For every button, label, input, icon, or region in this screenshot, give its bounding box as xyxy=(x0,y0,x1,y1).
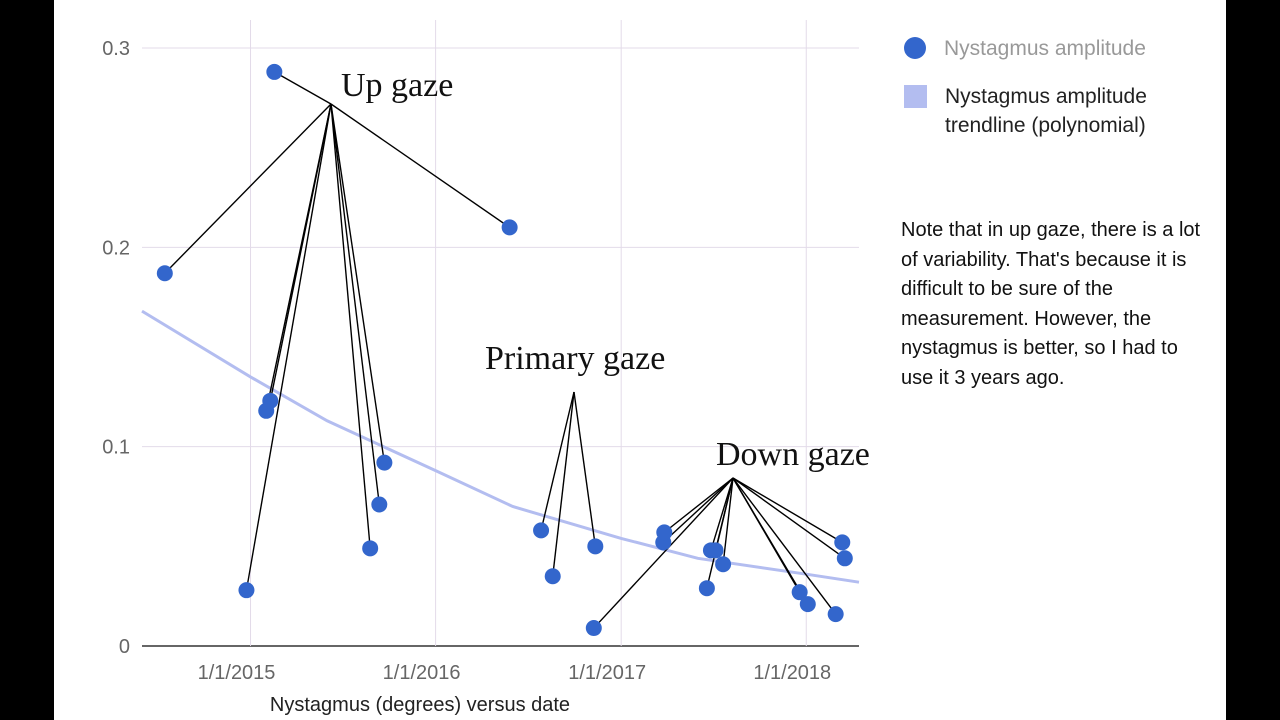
data-point xyxy=(501,219,518,236)
legend-marker-points xyxy=(904,37,926,59)
annotation-leader-line xyxy=(710,477,734,551)
annotation-leader-line xyxy=(662,477,734,543)
legend: Nystagmus amplitude Nystagmus amplitude t… xyxy=(904,37,1147,137)
gridlines xyxy=(142,20,859,647)
annotation-leader-line xyxy=(269,103,332,401)
data-point xyxy=(836,550,853,567)
legend-label-trendline: Nystagmus amplitude trendline (polynomial… xyxy=(945,85,1147,137)
note-text: Note that in up gaze, there is a lot of … xyxy=(901,219,1201,389)
annotation-leader-line xyxy=(330,103,386,463)
data-point xyxy=(698,580,715,597)
annotation-leader-line xyxy=(573,391,597,547)
data-point xyxy=(707,542,724,559)
annotation-labels: Up gaze Primary gaze Down gaze xyxy=(341,67,870,473)
data-point xyxy=(376,454,393,471)
annotation-leader-line xyxy=(330,103,371,549)
y-tick-label: 0 xyxy=(119,636,130,658)
data-point xyxy=(262,392,279,409)
annotation-leader-lines xyxy=(164,71,846,629)
x-tick-label: 1/1/2018 xyxy=(753,662,831,684)
data-point xyxy=(834,534,851,551)
annotation-leader-line xyxy=(164,103,332,274)
x-axis-title: Nystagmus (degrees) versus date xyxy=(270,694,570,716)
annotation-label: Primary gaze xyxy=(485,340,665,377)
data-point xyxy=(156,265,173,282)
x-tick-label: 1/1/2016 xyxy=(383,662,461,684)
annotation-leader-line xyxy=(245,103,332,591)
y-tick-label: 0.3 xyxy=(102,38,130,60)
annotation-leader-line xyxy=(552,391,575,577)
data-point xyxy=(656,524,673,541)
annotation-leader-line xyxy=(722,477,734,565)
data-point xyxy=(238,582,255,599)
y-tick-label: 0.2 xyxy=(102,237,130,259)
x-tick-label: 1/1/2017 xyxy=(568,662,646,684)
annotation-leader-line xyxy=(732,477,843,543)
trendline xyxy=(141,309,860,584)
legend-marker-trendline xyxy=(904,85,927,108)
annotation-leader-line xyxy=(714,477,734,551)
legend-label-points: Nystagmus amplitude xyxy=(944,37,1146,60)
annotation-leader-line xyxy=(732,477,846,559)
data-point xyxy=(266,63,283,80)
annotation-leader-line xyxy=(330,103,381,505)
data-point xyxy=(371,496,388,513)
annotation-leader-line xyxy=(593,477,734,629)
annotation-leader-line xyxy=(330,103,511,228)
data-point xyxy=(533,522,550,539)
data-point xyxy=(587,538,604,555)
chart-canvas: 0 0.1 0.2 0.3 1/1/2015 1/1/2016 1/1/2017 1/1/20… xyxy=(54,0,1226,720)
axis-tick-labels: 0 0.1 0.2 0.3 1/1/2015 1/1/2016 1/1/2017 1/1/20… xyxy=(102,38,831,684)
annotation-leader-line xyxy=(732,477,837,615)
data-point xyxy=(544,568,561,585)
x-tick-label: 1/1/2015 xyxy=(198,662,276,684)
data-point xyxy=(585,620,602,637)
annotation-leader-line xyxy=(732,477,809,605)
data-point xyxy=(362,540,379,557)
trendline-layer xyxy=(141,309,860,584)
annotation-leader-line xyxy=(663,477,734,533)
data-point xyxy=(791,584,808,601)
data-point xyxy=(827,606,844,623)
annotation-label: Up gaze xyxy=(341,67,453,104)
data-point xyxy=(715,556,732,573)
annotation-leader-line xyxy=(274,71,332,105)
data-point xyxy=(799,596,816,613)
data-points xyxy=(156,63,853,637)
annotation-leader-line xyxy=(540,391,575,531)
y-tick-label: 0.1 xyxy=(102,437,130,459)
scatter-chart: 0 0.1 0.2 0.3 1/1/2015 1/1/2016 1/1/2017 1/1/20… xyxy=(102,20,1147,716)
annotation-label: Down gaze xyxy=(716,436,870,473)
